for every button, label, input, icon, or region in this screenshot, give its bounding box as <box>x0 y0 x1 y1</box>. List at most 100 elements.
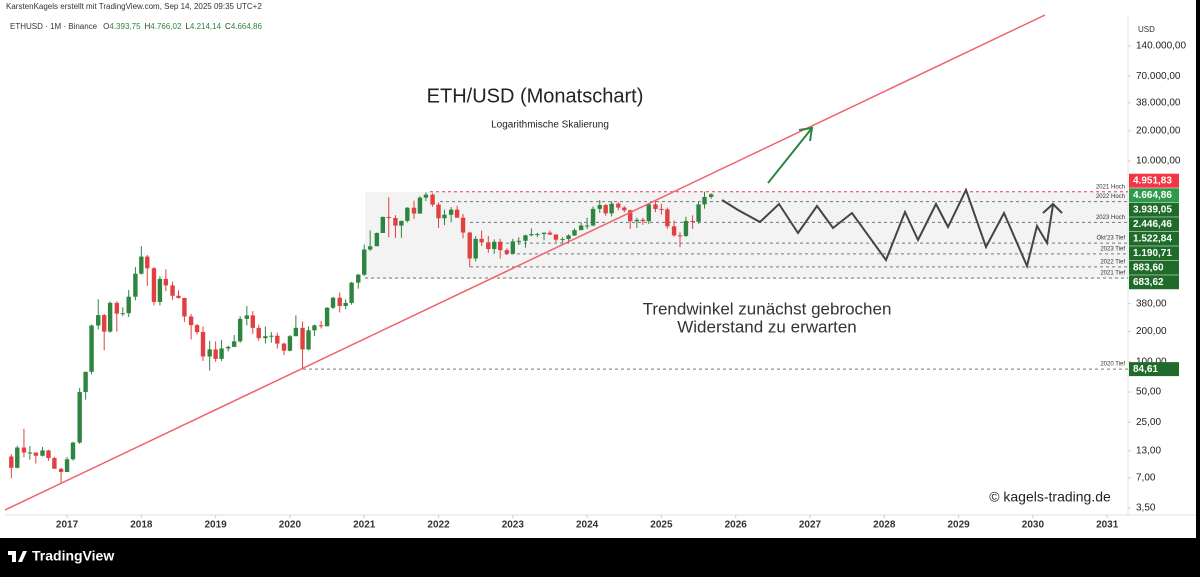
y-tick-label: 100,00 <box>1136 356 1167 367</box>
x-tick-label: 2030 <box>1022 520 1045 531</box>
candle-body <box>139 256 144 274</box>
candle-body <box>374 232 380 247</box>
x-tick-label: 2026 <box>725 520 748 531</box>
price-label: 4.951,83 <box>1133 175 1172 186</box>
candle-body <box>516 240 521 242</box>
ohlc-value: 4.214,14 <box>190 22 222 31</box>
candle-body <box>126 296 131 314</box>
ohlc-key: C <box>225 22 231 31</box>
candle-body <box>207 349 212 357</box>
candle-body <box>653 204 658 209</box>
candle-body <box>306 330 311 350</box>
candle-body <box>535 234 540 236</box>
candle-body <box>263 336 268 339</box>
candle-body <box>77 392 82 443</box>
candle-body <box>659 208 664 210</box>
candle-body <box>417 197 423 214</box>
candle-body <box>628 210 633 222</box>
candle-body <box>145 256 150 269</box>
price-label: 3.939,05 <box>1133 204 1172 215</box>
candle-body <box>232 341 237 347</box>
price-box <box>1129 173 1179 188</box>
price-label: 84,61 <box>1133 364 1158 375</box>
candle-body <box>622 207 627 211</box>
y-tick-label: 10.000,00 <box>1136 156 1181 167</box>
x-tick-label: 2027 <box>799 520 822 531</box>
price-box <box>1129 362 1179 377</box>
candle-body <box>52 458 57 469</box>
x-tick-label: 2021 <box>353 520 376 531</box>
x-tick-label: 2023 <box>502 520 525 531</box>
ohlc: O 4.393,75 H 4.766,02 L 4.214,14 C 4.664,86 <box>103 22 262 31</box>
x-tick-label: 2025 <box>650 520 673 531</box>
level-note: 2021 Tief <box>1100 271 1125 277</box>
x-tick-label: 2024 <box>576 520 599 531</box>
candle-body <box>120 313 125 315</box>
candle-body <box>510 241 516 254</box>
candle-body <box>312 325 317 331</box>
y-tick-label: 380,00 <box>1136 298 1167 309</box>
candle-body <box>430 194 435 205</box>
candle-body <box>46 450 51 459</box>
range-box <box>365 192 1128 279</box>
price-box <box>1129 246 1179 261</box>
candle-body <box>560 239 565 241</box>
candle-body <box>89 325 94 372</box>
candle-body <box>70 442 76 460</box>
candle-body <box>21 447 27 453</box>
candle-body <box>634 219 640 222</box>
candle-body <box>399 220 404 226</box>
candle-body <box>702 196 707 205</box>
candle-body <box>33 452 39 456</box>
level-note: 2021 Hoch <box>1096 184 1125 190</box>
candle-body <box>83 371 88 393</box>
candle-body <box>411 207 417 214</box>
candle-body <box>504 250 510 254</box>
level-note: 2023 Hoch <box>1096 215 1125 221</box>
candle-body <box>293 327 299 337</box>
candle-body <box>362 249 367 275</box>
candle-body <box>677 235 683 237</box>
candle-body <box>356 274 361 283</box>
symbol: ETHUSD · 1M · Binance <box>10 22 98 31</box>
y-tick-label: 20.000,00 <box>1136 125 1181 136</box>
chart-title: ETH/USD (Monatschart) <box>427 85 644 107</box>
candle-body <box>448 209 454 215</box>
candle-body <box>646 204 651 222</box>
candle-body <box>609 203 614 214</box>
price-label: 1.190,71 <box>1133 248 1172 259</box>
candle-body <box>9 456 14 468</box>
annotation: Widerstand zu erwarten <box>677 317 857 336</box>
candle-body <box>584 225 590 227</box>
ohlc-value: 4.393,75 <box>109 22 141 31</box>
price-label: 683,62 <box>1133 277 1164 288</box>
candle-body <box>529 234 534 236</box>
annotation: Trendwinkel zunächst gebrochen <box>643 299 892 318</box>
candle-body <box>101 315 107 332</box>
candle-body <box>696 204 701 222</box>
candle-body <box>58 468 64 472</box>
y-tick-label: 3,50 <box>1136 503 1156 514</box>
price-label: 4.664,86 <box>1133 190 1172 201</box>
candle-body <box>244 315 250 319</box>
candle-body <box>64 459 70 472</box>
projection-zigzag <box>721 187 1063 270</box>
x-tick-label: 2022 <box>427 520 450 531</box>
candle-body <box>616 203 621 208</box>
candle-body <box>237 318 243 342</box>
level-note: 2022 Hoch <box>1096 194 1125 200</box>
candle-body <box>256 327 261 339</box>
candle-body <box>151 268 157 302</box>
candle-body <box>281 343 287 351</box>
price-box <box>1129 275 1179 290</box>
candle-body <box>547 232 553 235</box>
candle-body <box>690 220 695 222</box>
credit: KarstenKagels erstellt mit TradingView.c… <box>6 2 262 11</box>
candle-body <box>15 447 20 468</box>
watermark: © kagels-trading.de <box>989 489 1111 505</box>
price-box <box>1129 188 1179 203</box>
candle-body <box>176 295 181 298</box>
ohlc-key: L <box>185 22 190 31</box>
candle-body <box>96 315 101 326</box>
